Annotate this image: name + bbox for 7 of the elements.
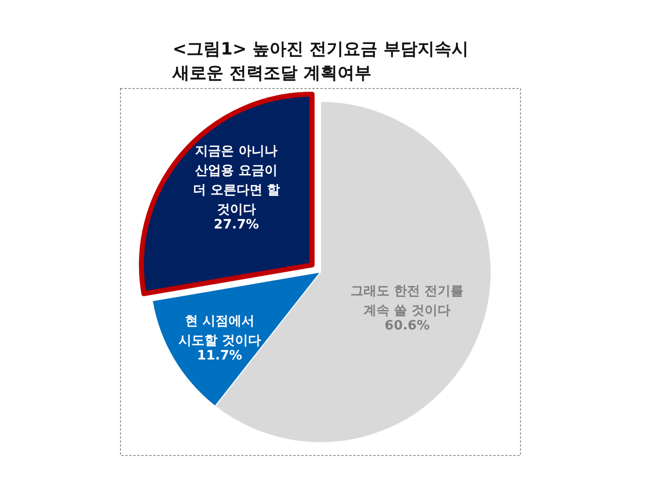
data-label: 11.7%: [197, 348, 242, 364]
slice-label: 그래도 한전 전기를 계속 쓸 것이다: [350, 284, 464, 319]
data-label: 60.6%: [384, 318, 430, 334]
data-label: 27.7%: [214, 218, 259, 233]
chart-title: <그림1> 높아진 전기요금 부담지속시 새로운 전력조달 계획여부: [171, 40, 469, 84]
slice-label: 현 시점에서 시도할 것이다: [178, 314, 261, 349]
slice-label: 지금은 아니나 산업용 요금이 더 오른다면 할 것이다: [192, 144, 280, 218]
